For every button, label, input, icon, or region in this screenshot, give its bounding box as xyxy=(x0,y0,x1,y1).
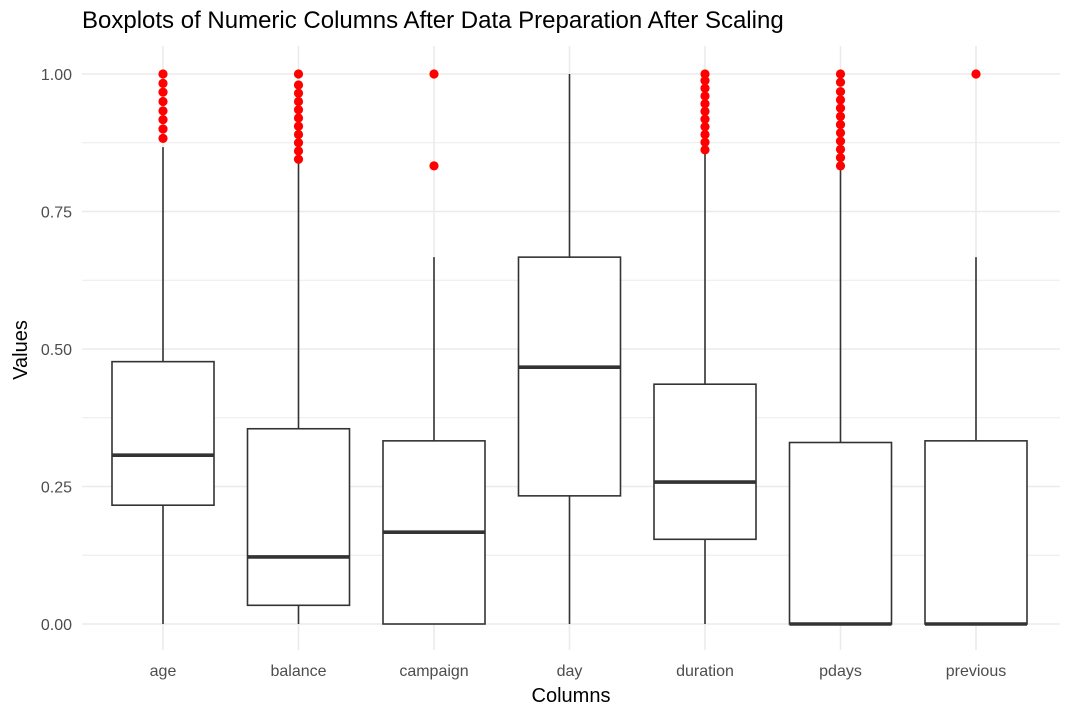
box-previous xyxy=(924,257,1028,626)
box-age xyxy=(111,147,215,624)
y-tick-label: 0.75 xyxy=(41,205,72,222)
outlier-point-pdays xyxy=(835,87,846,97)
outliers-layer xyxy=(158,69,981,171)
outlier-point-pdays xyxy=(835,103,846,113)
box-balance xyxy=(246,162,351,624)
y-tick-labels: 0.00 0.25 0.50 0.75 1.00 xyxy=(41,67,72,634)
outlier-point-pdays xyxy=(835,128,846,138)
y-tick-label: 0.25 xyxy=(41,480,72,497)
outlier-point-balance xyxy=(293,129,304,140)
outlier-point-previous xyxy=(971,69,981,79)
outlier-point-duration xyxy=(700,69,710,79)
outlier-point-pdays xyxy=(835,161,846,171)
outlier-point-balance xyxy=(293,146,304,156)
outlier-point-pdays xyxy=(835,136,846,146)
outlier-point-duration xyxy=(700,76,710,86)
x-tick-label-campaign: campaign xyxy=(399,663,468,680)
outlier-point-duration xyxy=(700,114,710,124)
outlier-point-age xyxy=(158,69,168,79)
x-tick-label-age: age xyxy=(150,663,177,680)
iqr-box xyxy=(924,440,1028,625)
outlier-point-balance xyxy=(293,113,304,123)
outlier-point-campaign xyxy=(429,69,439,79)
outlier-point-balance xyxy=(293,121,304,131)
x-tick-label-previous: previous xyxy=(946,663,1006,680)
outlier-point-balance xyxy=(293,96,304,107)
y-axis-title: Values xyxy=(10,320,32,380)
iqr-box xyxy=(517,256,622,497)
x-tick-label-pdays: pdays xyxy=(819,663,862,680)
box-day xyxy=(517,74,622,624)
x-tick-label-day: day xyxy=(557,663,583,680)
outlier-point-pdays xyxy=(835,153,846,163)
outlier-point-balance xyxy=(293,138,304,148)
iqr-box xyxy=(653,383,757,541)
box-duration xyxy=(653,152,757,624)
outlier-point-age xyxy=(158,87,168,97)
outlier-point-campaign xyxy=(429,161,439,171)
outlier-point-balance xyxy=(293,154,304,164)
x-tick-labels: age balance campaign day duration pdays previo… xyxy=(150,663,1007,680)
outlier-point-age xyxy=(158,78,168,88)
y-tick-label: 0.50 xyxy=(41,342,72,359)
outlier-point-duration xyxy=(700,99,710,109)
boxes-layer xyxy=(111,74,1028,626)
outlier-point-duration xyxy=(700,129,710,140)
outlier-point-pdays xyxy=(835,144,846,154)
outlier-point-age xyxy=(158,106,168,116)
outlier-point-pdays xyxy=(835,111,846,121)
x-axis-title: Columns xyxy=(532,685,611,707)
outlier-point-duration xyxy=(700,145,710,155)
outlier-point-duration xyxy=(700,83,710,93)
outlier-point-duration xyxy=(700,91,710,101)
iqr-box xyxy=(788,441,893,625)
outlier-point-duration xyxy=(700,106,710,116)
outlier-point-age xyxy=(158,115,168,125)
outlier-point-duration xyxy=(700,137,710,147)
outlier-point-age xyxy=(158,133,168,143)
outlier-point-pdays xyxy=(835,120,846,130)
outlier-point-pdays xyxy=(835,69,846,79)
outlier-point-balance xyxy=(293,105,304,115)
outlier-point-age xyxy=(158,124,168,134)
outlier-point-balance xyxy=(293,80,304,90)
x-tick-label-balance: balance xyxy=(270,663,326,680)
outlier-point-age xyxy=(158,96,168,107)
iqr-box xyxy=(111,360,215,506)
outlier-point-duration xyxy=(700,122,710,132)
outlier-point-pdays xyxy=(835,77,846,87)
chart-title: Boxplots of Numeric Columns After Data P… xyxy=(82,7,784,34)
outlier-point-pdays xyxy=(835,95,846,105)
y-tick-label: 1.00 xyxy=(41,67,72,84)
y-tick-label: 0.00 xyxy=(41,617,72,634)
box-campaign xyxy=(382,257,486,625)
x-tick-label-duration: duration xyxy=(676,663,734,680)
iqr-box xyxy=(246,427,351,607)
box-pdays xyxy=(788,168,893,626)
outlier-point-balance xyxy=(293,69,304,79)
outlier-point-balance xyxy=(293,88,304,98)
